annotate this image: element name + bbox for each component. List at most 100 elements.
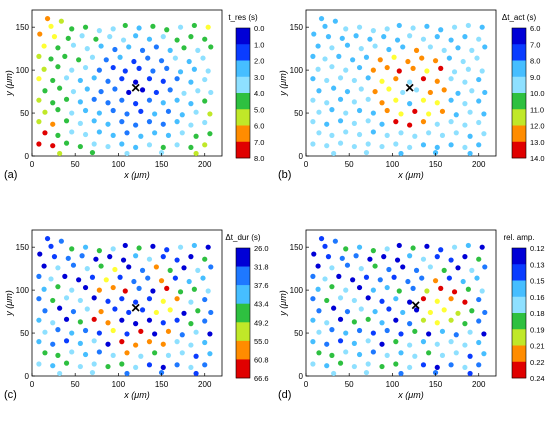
data-point: [419, 55, 425, 61]
colorbar-segment: [512, 280, 526, 298]
data-point: [153, 309, 159, 316]
data-point: [44, 15, 51, 22]
data-point: [58, 238, 64, 244]
data-point: [188, 342, 194, 348]
data-point: [174, 97, 180, 103]
data-point: [377, 57, 383, 63]
data-point: [469, 47, 475, 53]
data-point: [353, 253, 359, 259]
data-point: [407, 144, 413, 151]
data-point: [119, 76, 125, 82]
data-point: [50, 341, 56, 347]
data-point: [202, 76, 208, 83]
data-point: [188, 144, 194, 151]
colorbar-segment: [512, 109, 526, 126]
data-point: [77, 143, 83, 150]
data-point: [119, 296, 125, 302]
data-point: [37, 251, 43, 257]
data-point: [191, 242, 197, 249]
x-tick-label: 200: [198, 160, 212, 169]
data-point: [205, 244, 211, 250]
data-point: [165, 328, 172, 334]
data-point: [367, 256, 373, 262]
data-point: [122, 288, 128, 294]
x-tick-label: 150: [155, 380, 169, 389]
data-point: [337, 75, 344, 81]
data-point: [181, 310, 187, 316]
y-tick-label: 150: [16, 243, 30, 252]
colorbar-tick-label: 7.0: [530, 40, 540, 49]
data-point: [462, 144, 468, 151]
data-point: [410, 25, 416, 31]
data-point: [481, 331, 487, 337]
data-point: [434, 341, 440, 347]
data-point: [124, 370, 130, 377]
data-point: [412, 353, 418, 359]
data-point: [372, 263, 378, 269]
x-tick-label: 150: [429, 380, 443, 389]
data-point: [208, 44, 214, 50]
data-point: [434, 34, 440, 40]
data-point: [315, 66, 321, 72]
data-point: [370, 330, 376, 336]
colorbar-segment: [512, 93, 526, 110]
data-point: [462, 122, 468, 128]
colorbar-tick-label: 0.13: [530, 260, 545, 269]
data-point: [465, 66, 471, 72]
colorbar-tick-label: 0.21: [530, 342, 545, 351]
y-tick-label: 100: [290, 286, 304, 295]
data-point: [181, 265, 187, 271]
data-point: [332, 18, 338, 24]
data-point: [420, 142, 427, 148]
data-point: [51, 254, 58, 260]
data-point: [481, 111, 487, 117]
data-point: [133, 321, 139, 327]
data-point: [467, 370, 473, 377]
data-point: [310, 76, 316, 82]
data-point: [381, 34, 387, 40]
data-point: [50, 121, 56, 127]
data-point: [379, 320, 385, 326]
data-point: [407, 101, 413, 107]
data-point: [448, 339, 454, 345]
data-point: [329, 284, 335, 290]
data-point: [136, 65, 142, 71]
colorbar-tick-label: 2.0: [254, 57, 264, 66]
data-point: [474, 275, 480, 281]
data-point: [344, 88, 351, 95]
data-point: [79, 253, 85, 259]
data-point: [55, 64, 61, 70]
x-tick-label: 100: [112, 380, 126, 389]
data-point: [164, 247, 170, 253]
colorbar-tick-label: 3.0: [254, 73, 264, 82]
data-point: [193, 133, 199, 139]
data-point: [202, 296, 208, 303]
y-tick-label: 50: [20, 329, 29, 338]
data-point: [89, 54, 96, 60]
data-point: [63, 96, 70, 102]
data-point: [424, 243, 430, 249]
data-point: [439, 352, 446, 358]
data-point: [167, 267, 173, 273]
data-point: [193, 370, 199, 377]
data-point: [57, 305, 63, 311]
data-point: [448, 362, 454, 368]
data-point: [58, 18, 64, 24]
colorbar-tick-label: 0.0: [254, 24, 264, 33]
data-point: [112, 266, 118, 273]
data-point: [146, 256, 153, 262]
data-point: [451, 289, 458, 295]
data-point: [36, 76, 42, 82]
data-point: [467, 109, 473, 115]
data-point: [476, 339, 482, 346]
colorbar-frame: [235, 247, 251, 379]
data-point: [76, 277, 82, 283]
data-point: [153, 264, 159, 270]
data-point: [322, 56, 328, 62]
data-point: [324, 297, 330, 304]
data-point: [438, 65, 444, 71]
data-point: [208, 89, 214, 96]
data-point: [400, 44, 406, 50]
data-point: [460, 278, 466, 285]
data-point: [153, 89, 159, 96]
